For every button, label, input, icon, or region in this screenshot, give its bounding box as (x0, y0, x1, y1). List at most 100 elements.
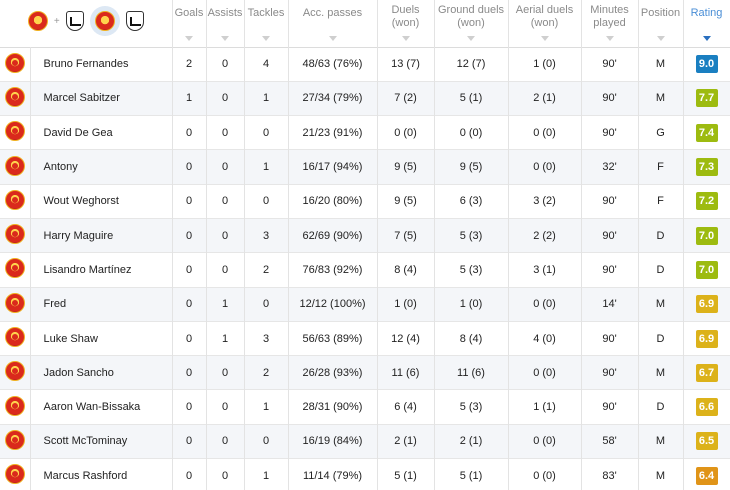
stat-goals: 0 (172, 287, 207, 322)
stat-ground-duels: 8 (4) (434, 321, 509, 356)
stat-duels: 12 (4) (377, 321, 435, 356)
stat-aerial-duels: 0 (0) (508, 287, 582, 322)
stat-tackles: 0 (244, 184, 289, 219)
player-name[interactable]: Marcus Rashford (30, 458, 173, 490)
player-name[interactable]: Luke Shaw (30, 321, 173, 356)
rating-cell: 6.9 (683, 321, 730, 356)
player-name[interactable]: Fred (30, 287, 173, 322)
column-assists[interactable]: Assists (206, 0, 245, 47)
stat-duels: 7 (5) (377, 218, 435, 253)
sort-arrow-icon (702, 35, 711, 41)
stat-goals: 0 (172, 149, 207, 185)
player-name[interactable]: Jadon Sancho (30, 355, 173, 390)
player-name[interactable]: Harry Maguire (30, 218, 173, 253)
table-row[interactable]: Lisandro Martínez 0 0 2 76/83 (92%) 8 (4) 5 (3… (0, 252, 730, 288)
team-crest-cell (0, 218, 31, 253)
player-name[interactable]: Aaron Wan-Bissaka (30, 389, 173, 425)
table-row[interactable]: Aaron Wan-Bissaka 0 0 1 28/31 (90%) 6 (4) 5 (3… (0, 389, 730, 425)
stat-tackles: 0 (244, 424, 289, 459)
stat-assists: 0 (206, 424, 245, 459)
stat-assists: 0 (206, 389, 245, 425)
stat-aerial-duels: 2 (1) (508, 81, 582, 116)
player-name[interactable]: Bruno Fernandes (30, 47, 173, 82)
stat-position: M (638, 355, 684, 390)
stat-position: D (638, 218, 684, 253)
stat-aerial-duels: 0 (0) (508, 355, 582, 390)
sort-arrow-icon (262, 35, 270, 41)
stat-position: M (638, 81, 684, 116)
table-row[interactable]: Jadon Sancho 0 0 2 26/28 (93%) 11 (6) 11 (6) 0 … (0, 355, 730, 390)
team-crest-cell (0, 184, 31, 219)
sort-arrow-icon (540, 35, 549, 41)
column-duels[interactable]: Duels (won) (377, 0, 435, 47)
column-tackles[interactable]: Tackles (244, 0, 289, 47)
fulham-crest-icon[interactable] (125, 11, 144, 31)
stat-minutes: 14' (581, 287, 639, 322)
stat-acc-passes: 56/63 (89%) (288, 321, 378, 356)
stat-goals: 0 (172, 252, 207, 288)
manchester-united-crest-icon (4, 429, 25, 450)
column-minutes-played[interactable]: Minutes played (581, 0, 639, 47)
stat-aerial-duels: 1 (1) (508, 389, 582, 425)
stat-duels: 8 (4) (377, 252, 435, 288)
team-crest-cell (0, 81, 31, 116)
stat-assists: 0 (206, 149, 245, 185)
stat-duels: 6 (4) (377, 389, 435, 425)
player-name[interactable]: Antony (30, 149, 173, 185)
stat-acc-passes: 62/69 (90%) (288, 218, 378, 253)
manchester-united-crest-icon (4, 121, 25, 142)
rating-cell: 7.0 (683, 218, 730, 253)
table-row[interactable]: Antony 0 0 1 16/17 (94%) 9 (5) 9 (5) 0 (0) 32' F 7… (0, 149, 730, 185)
table-row[interactable]: David De Gea 0 0 0 21/23 (91%) 0 (0) 0 (0) 0 (0… (0, 115, 730, 150)
player-name[interactable]: Scott McTominay (30, 424, 173, 459)
player-name[interactable]: Lisandro Martínez (30, 252, 173, 288)
column-acc-passes[interactable]: Acc. passes (288, 0, 378, 47)
table-row[interactable]: Bruno Fernandes 2 0 4 48/63 (76%) 13 (7) 12 (7… (0, 47, 730, 82)
column-goals[interactable]: Goals (172, 0, 207, 47)
stat-acc-passes: 12/12 (100%) (288, 287, 378, 322)
table-row[interactable]: Fred 0 1 0 12/12 (100%) 1 (0) 1 (0) 0 (0) 14' M 6.… (0, 287, 730, 322)
sort-arrow-icon (401, 35, 410, 41)
column-ground-duels[interactable]: Ground duels (won) (434, 0, 509, 47)
manchester-united-crest-icon[interactable] (27, 11, 48, 31)
column-position[interactable]: Position (638, 0, 684, 47)
stat-duels: 9 (5) (377, 184, 435, 219)
rating-cell: 7.3 (683, 149, 730, 185)
sort-arrow-icon (221, 35, 229, 41)
manchester-united-crest-icon (4, 52, 25, 73)
fulham-crest-icon[interactable] (65, 11, 84, 31)
stat-duels: 7 (2) (377, 81, 435, 116)
table-row[interactable]: Marcel Sabitzer 1 0 1 27/34 (79%) 7 (2) 5 (1) 2… (0, 81, 730, 116)
stat-aerial-duels: 0 (0) (508, 115, 582, 150)
stat-minutes: 90' (581, 252, 639, 288)
stat-goals: 0 (172, 424, 207, 459)
team-crest-cell (0, 321, 31, 356)
team-filter-header: + (0, 0, 173, 47)
manchester-united-crest-icon (4, 258, 25, 279)
table-row[interactable]: Scott McTominay 0 0 0 16/19 (84%) 2 (1) 2 (1) 0… (0, 424, 730, 459)
stat-ground-duels: 2 (1) (434, 424, 509, 459)
stat-tackles: 1 (244, 458, 289, 490)
column-rating[interactable]: Rating (683, 0, 730, 47)
stat-acc-passes: 11/14 (79%) (288, 458, 378, 490)
table-header-row: + Goals Assists Tackles Acc. passes Duel… (0, 0, 730, 47)
table-row[interactable]: Luke Shaw 0 1 3 56/63 (89%) 12 (4) 8 (4) 4 (0) 9… (0, 321, 730, 356)
table-row[interactable]: Marcus Rashford 0 0 1 11/14 (79%) 5 (1) 5 (1) 0… (0, 458, 730, 490)
stat-duels: 2 (1) (377, 424, 435, 459)
table-row[interactable]: Wout Weghorst 0 0 0 16/20 (80%) 9 (5) 6 (3) 3 (… (0, 184, 730, 219)
stat-tackles: 1 (244, 81, 289, 116)
team-filter-selected[interactable] (89, 6, 120, 36)
player-name[interactable]: Wout Weghorst (30, 184, 173, 219)
stat-ground-duels: 5 (1) (434, 458, 509, 490)
table-row[interactable]: Harry Maguire 0 0 3 62/69 (90%) 7 (5) 5 (3) 2 (… (0, 218, 730, 253)
stat-aerial-duels: 1 (0) (508, 47, 582, 82)
stat-tackles: 1 (244, 149, 289, 185)
manchester-united-crest-icon (4, 86, 25, 107)
manchester-united-crest-icon (4, 189, 25, 210)
column-aerial-duels[interactable]: Aerial duels (won) (508, 0, 582, 47)
stat-goals: 0 (172, 458, 207, 490)
stat-assists: 0 (206, 458, 245, 490)
player-name[interactable]: David De Gea (30, 115, 173, 150)
stat-acc-passes: 26/28 (93%) (288, 355, 378, 390)
player-name[interactable]: Marcel Sabitzer (30, 81, 173, 116)
